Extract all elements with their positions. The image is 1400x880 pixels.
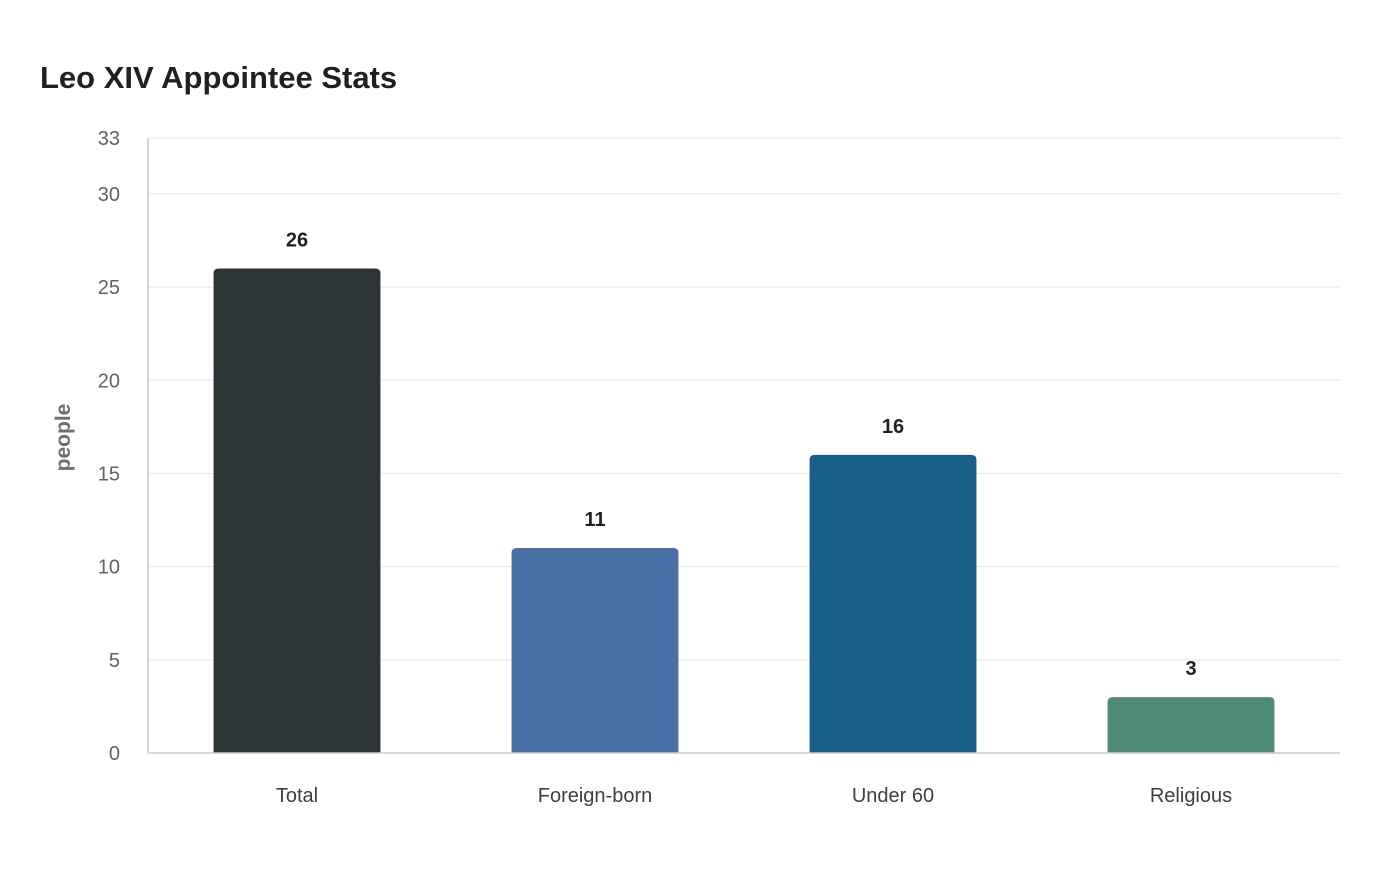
bar-under-60 — [809, 454, 977, 753]
bar-religious — [1107, 697, 1275, 753]
y-tick-label: 25 — [98, 277, 120, 299]
y-axis-ticks: 0 5 10 15 20 25 30 33 — [98, 128, 120, 765]
data-label: 11 — [584, 509, 605, 531]
y-tick-label: 20 — [98, 370, 120, 392]
y-axis-title: people — [52, 404, 75, 472]
chart-title: Leo XIV Appointee Stats — [40, 60, 398, 95]
data-label: 3 — [1185, 658, 1196, 680]
y-tick-label: 33 — [98, 128, 120, 150]
data-label: 26 — [286, 229, 308, 251]
bars — [213, 268, 1275, 753]
x-tick-label: Total — [276, 785, 318, 807]
data-labels: 26 11 16 3 — [286, 229, 1197, 680]
y-tick-label: 0 — [109, 743, 120, 765]
bar-total — [213, 268, 381, 753]
x-tick-label: Religious — [1150, 785, 1232, 807]
x-axis-ticks: Total Foreign-born Under 60 Religious — [276, 785, 1232, 807]
x-tick-label: Under 60 — [852, 785, 934, 807]
y-tick-label: 5 — [109, 650, 120, 672]
y-tick-label: 10 — [98, 557, 120, 579]
y-tick-label: 15 — [98, 463, 120, 485]
data-label: 16 — [882, 416, 904, 438]
y-tick-label: 30 — [98, 184, 120, 206]
bar-foreign-born — [511, 548, 679, 753]
x-tick-label: Foreign-born — [538, 785, 653, 807]
